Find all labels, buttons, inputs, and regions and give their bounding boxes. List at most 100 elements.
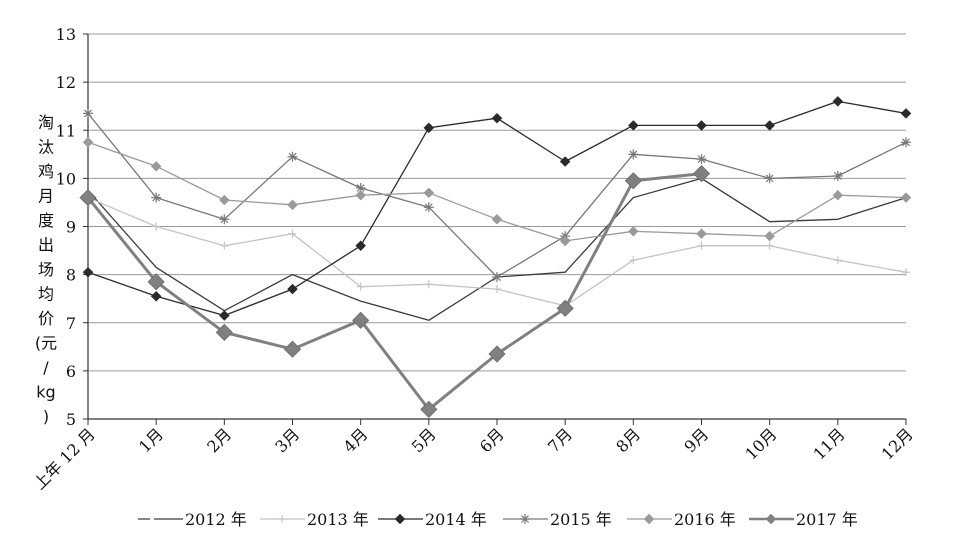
data-point (82, 266, 94, 278)
y-axis-label-char: 汰 (38, 138, 54, 157)
data-point (832, 189, 844, 201)
data-point (696, 120, 707, 131)
data-point (151, 192, 162, 203)
y-axis-label-char: 淘 (38, 113, 54, 132)
data-point (765, 513, 777, 525)
x-tick-label: 10月 (741, 424, 780, 463)
grid-lines (88, 33, 906, 372)
legend-label: 2017 年 (796, 510, 858, 529)
data-point (628, 149, 639, 160)
data-point (492, 272, 502, 283)
y-axis-label-char: 鸡 (38, 162, 54, 181)
x-tick-label: 12月 (878, 424, 917, 463)
data-point-stroke (902, 138, 910, 147)
y-axis-label-char: / (43, 358, 49, 377)
x-tick-label: 9月 (680, 424, 712, 456)
y-tick-labels: 5 6 7 8 9 10 11 12 13 (56, 25, 76, 429)
x-tick-label: 4月 (340, 424, 372, 456)
data-point-stroke (220, 215, 229, 224)
data-point (832, 170, 843, 181)
data-point (150, 160, 162, 172)
series-4 (83, 108, 911, 283)
y-tick-label: 13 (56, 25, 76, 44)
legend-item: 2016 年 (627, 510, 736, 529)
x-tick-label: 2月 (203, 424, 235, 456)
data-point (900, 192, 912, 203)
y-tick-label: 11 (56, 121, 76, 140)
y-tick-label: 8 (66, 266, 76, 285)
data-point-stroke (288, 152, 297, 161)
data-point (491, 213, 503, 225)
data-point (152, 222, 161, 231)
data-point (150, 290, 162, 302)
series-line (86, 172, 702, 411)
series-line (87, 100, 907, 317)
data-point (424, 280, 433, 289)
data-point-stroke (424, 203, 433, 212)
series-3 (82, 96, 912, 321)
data-point (355, 189, 367, 201)
legend-label: 2016 年 (674, 510, 736, 529)
x-tick-label: 1月 (135, 424, 167, 456)
x-tick-labels: 上年 12 月 1月 2月 3月 4月 5月 6月 7月 8月 9月 10月 11月 12月 (30, 424, 917, 493)
data-point (287, 283, 298, 295)
x-tick-label: 5月 (408, 424, 440, 456)
data-point (764, 120, 776, 131)
data-point-stroke (521, 515, 529, 523)
data-point (559, 235, 571, 247)
data-point (629, 256, 638, 265)
data-point (423, 122, 435, 134)
x-tick-label: 11月 (810, 424, 849, 463)
data-point (697, 241, 706, 250)
legend-label: 2014 年 (425, 510, 487, 529)
data-point (627, 120, 639, 131)
data-point-stroke (84, 109, 92, 118)
legend-label: 2015 年 (550, 510, 612, 529)
data-point (556, 299, 574, 317)
data-point (287, 199, 298, 211)
legend-item: 2014 年 (378, 510, 487, 529)
data-point (278, 515, 286, 523)
y-tick-label: 5 (66, 410, 76, 429)
legend-label: 2012 年 (185, 510, 247, 529)
series-line (87, 177, 907, 321)
data-point-stroke (356, 184, 365, 192)
data-point (82, 136, 94, 148)
y-axis-label-char: 均 (38, 285, 54, 304)
data-point (218, 310, 230, 321)
data-point (83, 108, 93, 119)
data-point (423, 202, 434, 213)
y-tick-label: 10 (56, 169, 76, 188)
y-tick-label: 12 (56, 73, 76, 92)
x-tick-label: 上年 12 月 (30, 424, 99, 493)
x-tick-label: 7月 (544, 424, 576, 456)
data-point-stroke (493, 273, 501, 281)
series-line (87, 112, 907, 278)
data-point (220, 241, 229, 250)
y-tick-label: 7 (66, 314, 76, 333)
series-5 (82, 136, 912, 247)
data-point (627, 225, 639, 237)
y-axis-label-char: 价 (38, 309, 54, 328)
data-point-stroke (697, 155, 706, 164)
data-point (764, 230, 776, 242)
y-axis-label-char: 度 (38, 211, 54, 230)
data-point (288, 229, 297, 238)
data-point (287, 151, 298, 162)
y-axis-label-char: 场 (38, 260, 54, 279)
data-point-stroke (833, 172, 842, 180)
legend: 2012 年 2013 年 2014 年 2015 年 2016 年 2017 年 (138, 510, 858, 529)
data-point (355, 240, 367, 252)
data-point (520, 514, 530, 524)
data-point (79, 189, 97, 207)
data-point (643, 513, 655, 525)
data-point (696, 154, 707, 165)
data-point (420, 400, 438, 418)
data-point (900, 108, 912, 119)
y-axis-label-char: (元 (35, 334, 57, 353)
data-point (764, 173, 775, 184)
x-tick-label: 6月 (476, 424, 508, 456)
axes (83, 33, 907, 425)
